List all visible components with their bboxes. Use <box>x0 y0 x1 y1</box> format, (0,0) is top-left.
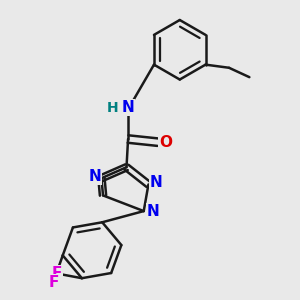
Text: H: H <box>107 101 119 115</box>
Text: F: F <box>52 266 62 281</box>
Text: O: O <box>159 135 172 150</box>
Text: N: N <box>147 204 160 219</box>
Text: N: N <box>122 100 134 115</box>
Text: N: N <box>150 176 163 190</box>
Text: N: N <box>89 169 102 184</box>
Text: F: F <box>48 274 59 290</box>
